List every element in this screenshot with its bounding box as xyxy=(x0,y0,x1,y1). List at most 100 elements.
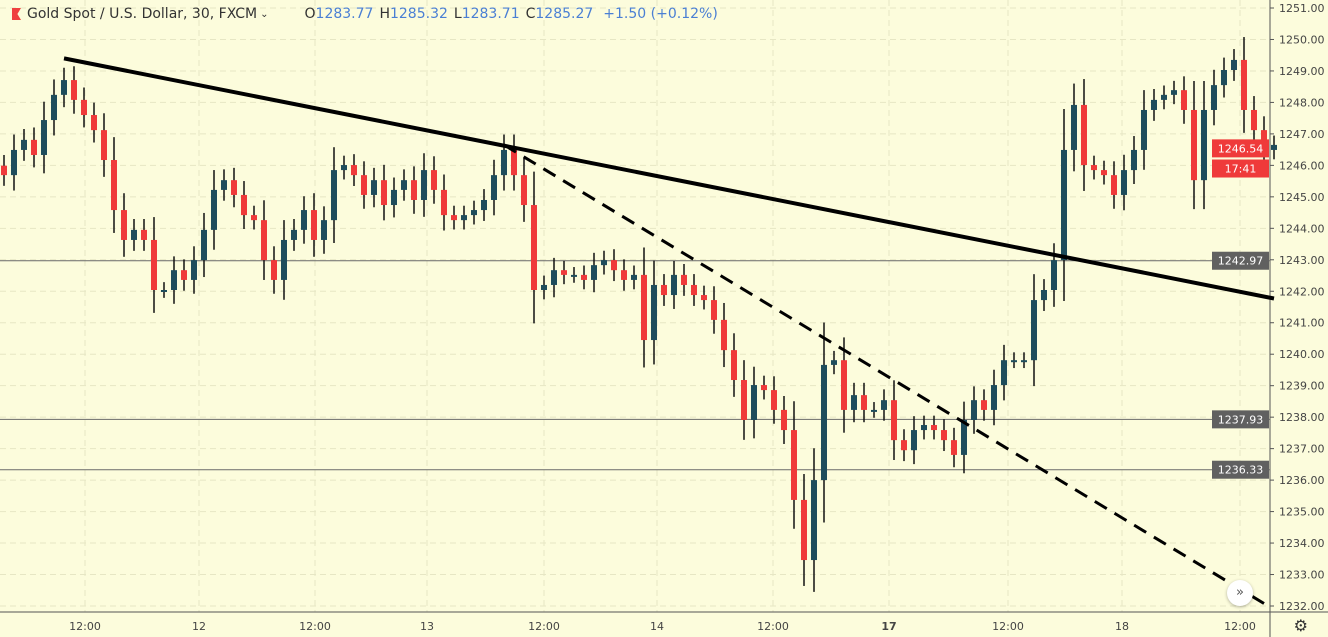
candle-up xyxy=(1121,170,1127,195)
candle-up xyxy=(1041,290,1047,301)
price-badge xyxy=(1212,410,1269,429)
candle-up xyxy=(1151,99,1157,110)
candle-up xyxy=(541,284,547,291)
candle-up xyxy=(571,274,577,277)
candle-down xyxy=(1081,104,1087,166)
time-tick-label: 14 xyxy=(650,620,664,633)
price-badge xyxy=(1212,139,1269,158)
candle-down xyxy=(1251,109,1257,131)
candle-up xyxy=(11,149,17,176)
price-badge xyxy=(1212,159,1269,178)
low-label: L xyxy=(453,6,462,22)
price-tick-label: 1236.00 xyxy=(1279,474,1325,487)
price-tick-label: 1242.00 xyxy=(1279,285,1325,298)
candle-up xyxy=(501,149,507,176)
candle-down xyxy=(761,385,767,391)
candle-up xyxy=(471,210,477,216)
time-tick-label: 12:00 xyxy=(69,620,101,633)
candle-up xyxy=(131,229,137,240)
price-tick-label: 1238.00 xyxy=(1279,411,1325,424)
candle-up xyxy=(1141,109,1147,150)
close-label: C xyxy=(525,6,536,22)
candle-up xyxy=(421,170,427,200)
open-label: O xyxy=(304,6,316,22)
chevron-down-icon[interactable]: ⌄ xyxy=(260,8,269,20)
candle-up xyxy=(41,120,47,155)
flag-icon xyxy=(12,8,21,20)
candle-down xyxy=(951,440,957,455)
candle-down xyxy=(731,350,737,381)
candle-down xyxy=(31,139,37,155)
time-tick-label: 18 xyxy=(1115,620,1129,633)
candle-down xyxy=(1191,109,1197,181)
candle-up xyxy=(961,419,967,455)
price-tick-label: 1232.00 xyxy=(1279,600,1325,613)
candle-up xyxy=(391,189,397,206)
symbol-title[interactable]: Gold Spot / U.S. Dollar, 30, FXCM xyxy=(27,6,258,22)
gear-icon[interactable]: ⚙ xyxy=(1293,616,1308,635)
price-badge-label: 1246.54 xyxy=(1218,142,1264,155)
candle-down xyxy=(891,400,897,441)
candle-down xyxy=(1181,90,1187,110)
candle-down xyxy=(151,239,157,291)
candle-up xyxy=(1071,104,1077,150)
candle-down xyxy=(711,300,717,320)
time-tick-label: 12:00 xyxy=(528,620,560,633)
candle-up xyxy=(671,274,677,296)
close-value: 1285.27 xyxy=(535,6,594,22)
candle-up xyxy=(971,400,977,420)
price-tick-label: 1251.00 xyxy=(1279,2,1325,15)
price-tick-label: 1235.00 xyxy=(1279,506,1325,519)
candle-down xyxy=(311,210,317,240)
candle-up xyxy=(401,180,407,190)
candle-up xyxy=(1011,360,1017,363)
double-chevron-icon[interactable]: » xyxy=(1227,580,1253,606)
time-tick-label: 12:00 xyxy=(757,620,789,633)
price-tick-label: 1245.00 xyxy=(1279,191,1325,204)
open-value: 1283.77 xyxy=(315,6,374,22)
candle-down xyxy=(611,260,617,271)
price-tick-label: 1233.00 xyxy=(1279,569,1325,582)
candle-down xyxy=(521,175,527,206)
candle-up xyxy=(911,430,917,451)
price-tick-label: 1247.00 xyxy=(1279,128,1325,141)
price-tick-label: 1234.00 xyxy=(1279,537,1325,550)
time-tick-label: 17 xyxy=(881,620,896,633)
candle-down xyxy=(1091,165,1097,171)
price-badge-label: 17:41 xyxy=(1225,163,1257,176)
candle-up xyxy=(1131,149,1137,171)
candle-down xyxy=(841,360,847,410)
candle-down xyxy=(451,215,457,221)
candle-down xyxy=(141,229,147,240)
price-badge-label: 1236.33 xyxy=(1218,464,1264,477)
price-tick-label: 1249.00 xyxy=(1279,65,1325,78)
candle-up xyxy=(1051,260,1057,291)
candle-down xyxy=(121,210,127,240)
price-tick-label: 1246.00 xyxy=(1279,159,1325,172)
candle-up xyxy=(921,425,927,431)
candle-down xyxy=(381,180,387,206)
candle-down xyxy=(741,380,747,420)
price-tick-label: 1239.00 xyxy=(1279,380,1325,393)
trendline-solid xyxy=(63,56,1275,301)
low-value: 1283.71 xyxy=(461,6,520,22)
candle-down xyxy=(771,390,777,410)
time-tick-label: 12:00 xyxy=(992,620,1024,633)
candle-down xyxy=(681,274,687,285)
candle-up xyxy=(61,80,67,95)
candle-down xyxy=(101,130,107,161)
price-badge-label: 1242.97 xyxy=(1218,255,1264,268)
candle-up xyxy=(491,175,497,200)
candle-down xyxy=(411,180,417,200)
candle-up xyxy=(1161,94,1167,100)
candle-down xyxy=(781,409,787,431)
candle-up xyxy=(371,180,377,195)
candle-down xyxy=(1101,170,1107,176)
candle-down xyxy=(431,170,437,190)
candle-down xyxy=(361,175,367,195)
candle-up xyxy=(481,199,487,211)
price-tick-label: 1244.00 xyxy=(1279,222,1325,235)
candle-up xyxy=(191,260,197,280)
